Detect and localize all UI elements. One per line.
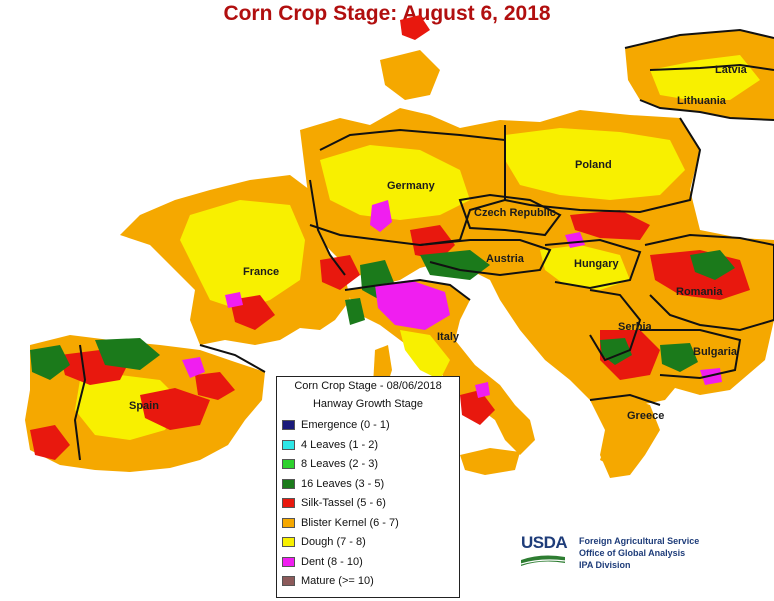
legend-label: 8 Leaves (2 - 3) [301, 458, 379, 470]
region-sicily [460, 448, 520, 475]
legend-swatch [282, 576, 295, 586]
sixteen-leaves-zones [30, 250, 735, 380]
legend-swatch [282, 517, 295, 528]
legend-item: Mature (>= 10) [282, 574, 374, 588]
legend-subtitle: Hanway Growth Stage [312, 398, 424, 410]
legend-item: Dent (8 - 10) [282, 555, 363, 569]
label-poland: Poland [575, 159, 612, 171]
legend-label: Emergence (0 - 1) [301, 419, 390, 431]
legend-swatch [282, 439, 295, 450]
label-spain: Spain [129, 400, 159, 412]
usda-logo-mark [521, 555, 566, 566]
label-lithuania: Lithuania [677, 95, 727, 107]
legend-swatch [282, 537, 295, 547]
legend-item: 8 Leaves (2 - 3) [282, 457, 378, 471]
usda-logo-text: USDA [521, 533, 568, 552]
label-romania: Romania [676, 286, 723, 298]
usda-agency-text: Foreign Agricultural Service Office of G… [579, 535, 699, 571]
country-labels: Latvia Lithuania Poland Germany Czech Re… [129, 64, 748, 422]
legend-swatch [282, 478, 295, 489]
legend-swatch [282, 498, 295, 508]
legend-item: 16 Leaves (3 - 5) [282, 477, 384, 491]
legend-label: Dent (8 - 10) [301, 555, 363, 568]
legend-label: Mature (>= 10) [301, 575, 374, 587]
legend-label: 4 Leaves (1 - 2) [301, 438, 379, 451]
label-czech: Czech Republic [474, 207, 556, 219]
legend-item: 4 Leaves (1 - 2) [282, 438, 378, 452]
legend-label: 16 Leaves (3 - 5) [301, 477, 385, 490]
legend-item: Silk-Tassel (5 - 6) [282, 496, 386, 510]
legend-item: Dough (7 - 8) [282, 535, 366, 549]
region-greece [590, 395, 660, 478]
country-borders [73, 28, 774, 461]
label-austria: Austria [486, 253, 525, 265]
label-serbia: Serbia [618, 321, 653, 333]
legend-swatch [282, 420, 295, 430]
usda-logo: USDA [521, 533, 571, 569]
legend: Corn Crop Stage - 08/06/2018 Hanway Grow… [276, 376, 460, 598]
legend-label: Silk-Tassel (5 - 6) [301, 497, 386, 509]
legend-swatch [282, 459, 295, 469]
label-latvia: Latvia [715, 64, 748, 76]
label-france: France [243, 266, 279, 278]
map-title: Corn Crop Stage: August 6, 2018 [223, 2, 551, 25]
usda-line2: Office of Global Analysis [579, 548, 686, 558]
usda-line3: IPA Division [579, 560, 631, 570]
legend-title: Corn Crop Stage - 08/06/2018 [294, 380, 442, 392]
legend-swatch [282, 556, 295, 567]
legend-label: Dough (7 - 8) [301, 536, 366, 548]
label-bulgaria: Bulgaria [693, 346, 738, 358]
label-italy: Italy [437, 331, 460, 343]
label-hungary: Hungary [574, 258, 620, 270]
silk-tassel-zones [30, 15, 750, 460]
legend-label: Blister Kernel (6 - 7) [301, 516, 399, 529]
region-north [380, 50, 440, 100]
label-germany: Germany [387, 180, 436, 192]
usda-line1: Foreign Agricultural Service [579, 536, 700, 546]
legend-item: Blister Kernel (6 - 7) [282, 516, 399, 530]
label-greece: Greece [627, 410, 664, 422]
legend-item: Emergence (0 - 1) [282, 418, 390, 432]
